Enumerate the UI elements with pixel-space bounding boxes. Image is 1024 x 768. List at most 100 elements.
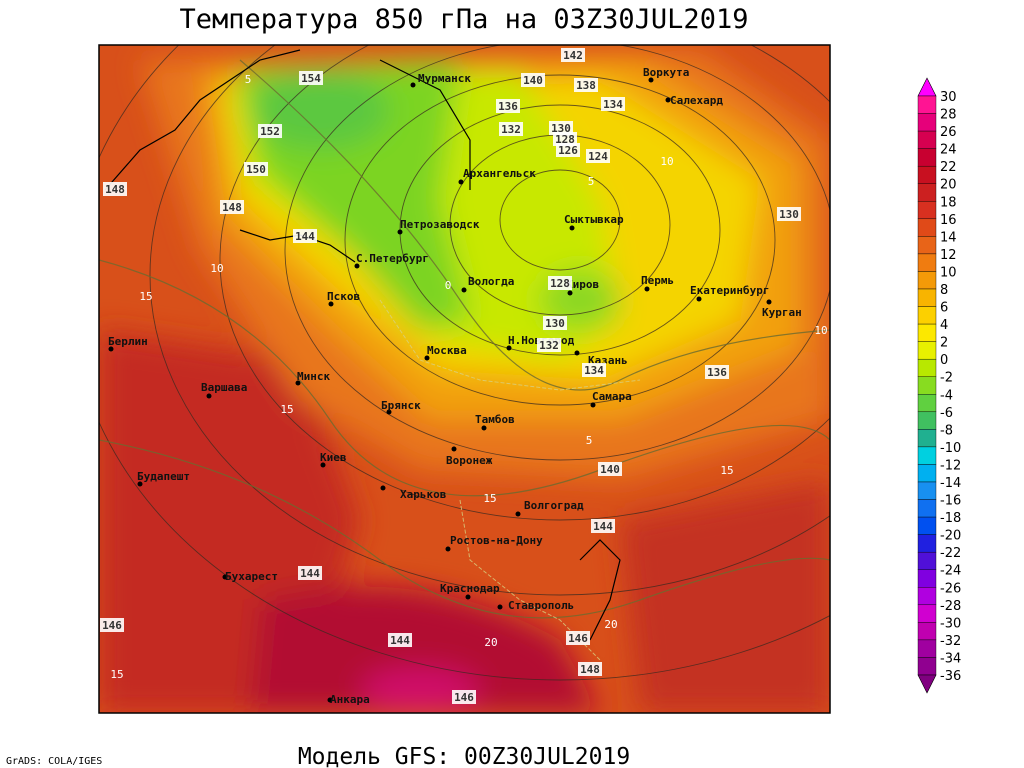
isotherms [99, 59, 830, 619]
city-dot [696, 296, 702, 302]
city-label: Псков [327, 290, 360, 303]
colorbar-label: 28 [940, 108, 957, 123]
colorbar-label: 30 [940, 90, 957, 105]
labels: Мурманск Воркута Салехард Архангельск Сыктыв… [100, 48, 828, 706]
isotherm-label: 20 [604, 618, 617, 631]
height-label: 146 [568, 632, 588, 645]
height-label: 144 [300, 567, 320, 580]
colorbar-label: -26 [940, 581, 961, 596]
city-label: С.Петербург [356, 252, 429, 265]
colorbar-label: 22 [940, 160, 957, 175]
colorbar-label: 8 [940, 283, 948, 298]
city-dot [461, 287, 467, 293]
colorbar-band [917, 271, 937, 290]
city-label: Тамбов [475, 413, 515, 426]
colorbar-label: -22 [940, 546, 961, 561]
city-label: Мурманск [418, 72, 471, 85]
height-label: 152 [260, 125, 280, 138]
height-label: 144 [593, 520, 613, 533]
colorbar-band [917, 113, 937, 132]
colorbar-band [917, 288, 937, 307]
height-label-box [100, 618, 124, 632]
colorbar-label: -30 [940, 616, 961, 631]
city-label: Самара [592, 390, 632, 403]
height-label-box [299, 71, 323, 85]
city-label: Харьков [400, 488, 446, 501]
height-label: 136 [707, 366, 727, 379]
colorbar-band [917, 394, 937, 413]
city-label: Воркута [643, 66, 689, 79]
city-dot [458, 179, 464, 185]
city-dot [206, 393, 212, 399]
city-dot [497, 604, 503, 610]
height-label: 128 [555, 133, 575, 146]
colorbar-label: -8 [940, 423, 953, 438]
temperature-field [99, 50, 830, 713]
city-dot [222, 574, 228, 580]
colorbar-band [917, 130, 937, 149]
colorbar-band [917, 464, 937, 483]
isotherm-label: 15 [139, 290, 152, 303]
colorbar-label: 20 [940, 178, 957, 193]
credit: GrADS: COLA/IGES [6, 756, 102, 767]
city-label: Варшава [201, 381, 247, 394]
isotherm-label: 20 [484, 636, 497, 649]
colorbar-band [917, 165, 937, 184]
height-label: 126 [558, 144, 578, 157]
height-label: 146 [454, 691, 474, 704]
colorbar-band [917, 429, 937, 448]
city-label: Пермь [641, 274, 674, 287]
colorbar-band [917, 657, 937, 676]
colorbar-band [917, 622, 937, 641]
colorbar-label: -18 [940, 511, 961, 526]
height-label-box [777, 207, 801, 221]
height-label: 128 [550, 277, 570, 290]
height-label: 130 [551, 122, 571, 135]
colorbar-band [917, 95, 937, 114]
city-dot [295, 380, 301, 386]
height-label: 144 [390, 634, 410, 647]
isotherm-label: 5 [245, 73, 252, 86]
height-label-box [578, 662, 602, 676]
colorbar-band [917, 481, 937, 500]
colorbar-band [917, 341, 937, 360]
city-dot [410, 82, 416, 88]
city-label: Курган [762, 306, 802, 319]
city-label: Ростов-на-Дону [450, 534, 543, 547]
colorbar-label: -10 [940, 441, 961, 456]
height-label: 140 [523, 74, 543, 87]
height-label-box [103, 182, 127, 196]
city-dot [506, 345, 512, 351]
city-label: Анкара [330, 693, 370, 706]
colorbar-label: -12 [940, 458, 961, 473]
colorbar-label: 10 [940, 265, 957, 280]
city-dot [354, 263, 360, 269]
model-caption: Модель GFS: 00Z30JUL2019 [298, 744, 630, 768]
height-label-box [521, 73, 545, 87]
isotherm-label: 10 [814, 324, 827, 337]
height-label-box [388, 633, 412, 647]
city-label: Воронеж [446, 454, 493, 467]
city-dot [327, 697, 333, 703]
height-label-box [586, 149, 610, 163]
colorbar-label: 2 [940, 336, 948, 351]
city-dot [648, 77, 654, 83]
height-label-box [561, 48, 585, 62]
isotherm-label: 15 [720, 464, 733, 477]
city-dot [328, 301, 334, 307]
city-dot [451, 446, 457, 452]
colorbar-band [917, 534, 937, 553]
colorbar-band [917, 376, 937, 395]
isotherm-label: 0 [445, 279, 452, 292]
colorbar-label: 16 [940, 213, 957, 228]
city-dot [515, 511, 521, 517]
height-label: 132 [501, 123, 521, 136]
city-label: Краснодар [440, 582, 500, 595]
city-label: Будапешт [137, 470, 190, 483]
isotherm-label: 10 [660, 155, 673, 168]
isotherm-label: 10 [210, 262, 223, 275]
height-label: 150 [246, 163, 266, 176]
height-label-box [556, 143, 580, 157]
colorbar-band [917, 639, 937, 658]
